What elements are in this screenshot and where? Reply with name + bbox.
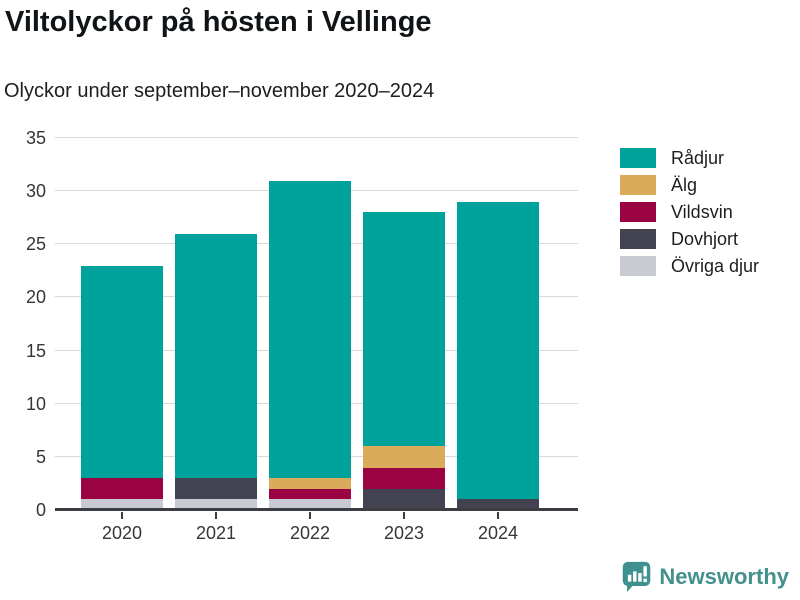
chart-subtitle: Olyckor under september–november 2020–20… <box>4 80 435 102</box>
legend-item-dovhjort: Dovhjort <box>620 229 759 249</box>
bar-segment <box>81 478 163 500</box>
legend-item--lg: Älg <box>620 175 759 195</box>
x-tick-label: 2021 <box>195 523 237 543</box>
bar-2021 <box>175 233 257 510</box>
bar-segment <box>269 478 351 489</box>
legend-item-r-djur: Rådjur <box>620 148 759 168</box>
bar-segment <box>363 488 445 510</box>
x-axis-line <box>55 508 578 511</box>
bar-segment <box>457 499 539 510</box>
bar-2024 <box>457 201 539 510</box>
bar-segment <box>363 446 445 468</box>
bar-2023 <box>363 212 445 510</box>
chart-title: Viltolyckor på hösten i Vellinge <box>5 6 432 38</box>
legend-item--vriga-djur: Övriga djur <box>620 256 759 276</box>
gridline-35 <box>55 137 578 138</box>
legend-swatch <box>620 202 656 222</box>
x-tick <box>403 512 405 519</box>
bar-segment <box>269 488 351 500</box>
bar-chart-speech-bubble-icon <box>623 561 651 592</box>
legend: Rådjur Älg Vildsvin Dovhjort Övriga djur <box>620 148 759 276</box>
legend-label: Rådjur <box>671 148 725 168</box>
legend-swatch <box>620 148 656 168</box>
y-tick-label: 0 <box>35 500 46 520</box>
legend-label: Dovhjort <box>671 229 739 249</box>
bar-segment <box>363 467 445 489</box>
y-tick-label: 25 <box>25 234 46 255</box>
legend-swatch <box>620 256 656 276</box>
y-tick-label: 10 <box>25 393 46 414</box>
bar-2020 <box>81 265 163 510</box>
x-tick <box>309 512 311 519</box>
plot-area: 0 5 10 15 20 25 30 35 2020 2021 2022 2023 2024 <box>26 129 578 543</box>
x-tick <box>215 512 217 519</box>
x-tick-label: 2020 <box>101 523 143 543</box>
y-tick-label: 30 <box>25 181 46 202</box>
bar-segment <box>81 265 163 479</box>
bar-segment <box>457 201 539 500</box>
bar-segment <box>175 478 257 500</box>
newsworthy-brand-link[interactable]: Newsworthy <box>621 560 789 593</box>
x-tick-label: 2022 <box>289 523 331 543</box>
bar-segment <box>269 499 351 510</box>
bar-segment <box>175 499 257 510</box>
x-tick <box>121 512 123 519</box>
y-tick-label: 15 <box>25 340 46 361</box>
bar-segment <box>363 212 445 447</box>
legend-label: Älg <box>671 175 698 195</box>
y-tick-label: 5 <box>35 446 46 467</box>
legend-label: Övriga djur <box>671 256 760 276</box>
x-tick-label: 2023 <box>383 523 425 543</box>
bar-2022 <box>269 180 351 510</box>
x-tick-label: 2024 <box>477 523 519 543</box>
legend-swatch <box>620 229 656 249</box>
bar-segment <box>81 499 163 510</box>
bar-segment <box>269 180 351 479</box>
x-tick <box>497 512 499 519</box>
bar-segment <box>175 233 257 479</box>
legend-label: Vildsvin <box>671 202 733 222</box>
y-tick-label: 20 <box>25 287 46 308</box>
legend-swatch <box>620 175 656 195</box>
legend-item-vildsvin: Vildsvin <box>620 202 759 222</box>
y-tick-label: 35 <box>25 128 46 148</box>
brand-name: Newsworthy <box>659 563 789 589</box>
